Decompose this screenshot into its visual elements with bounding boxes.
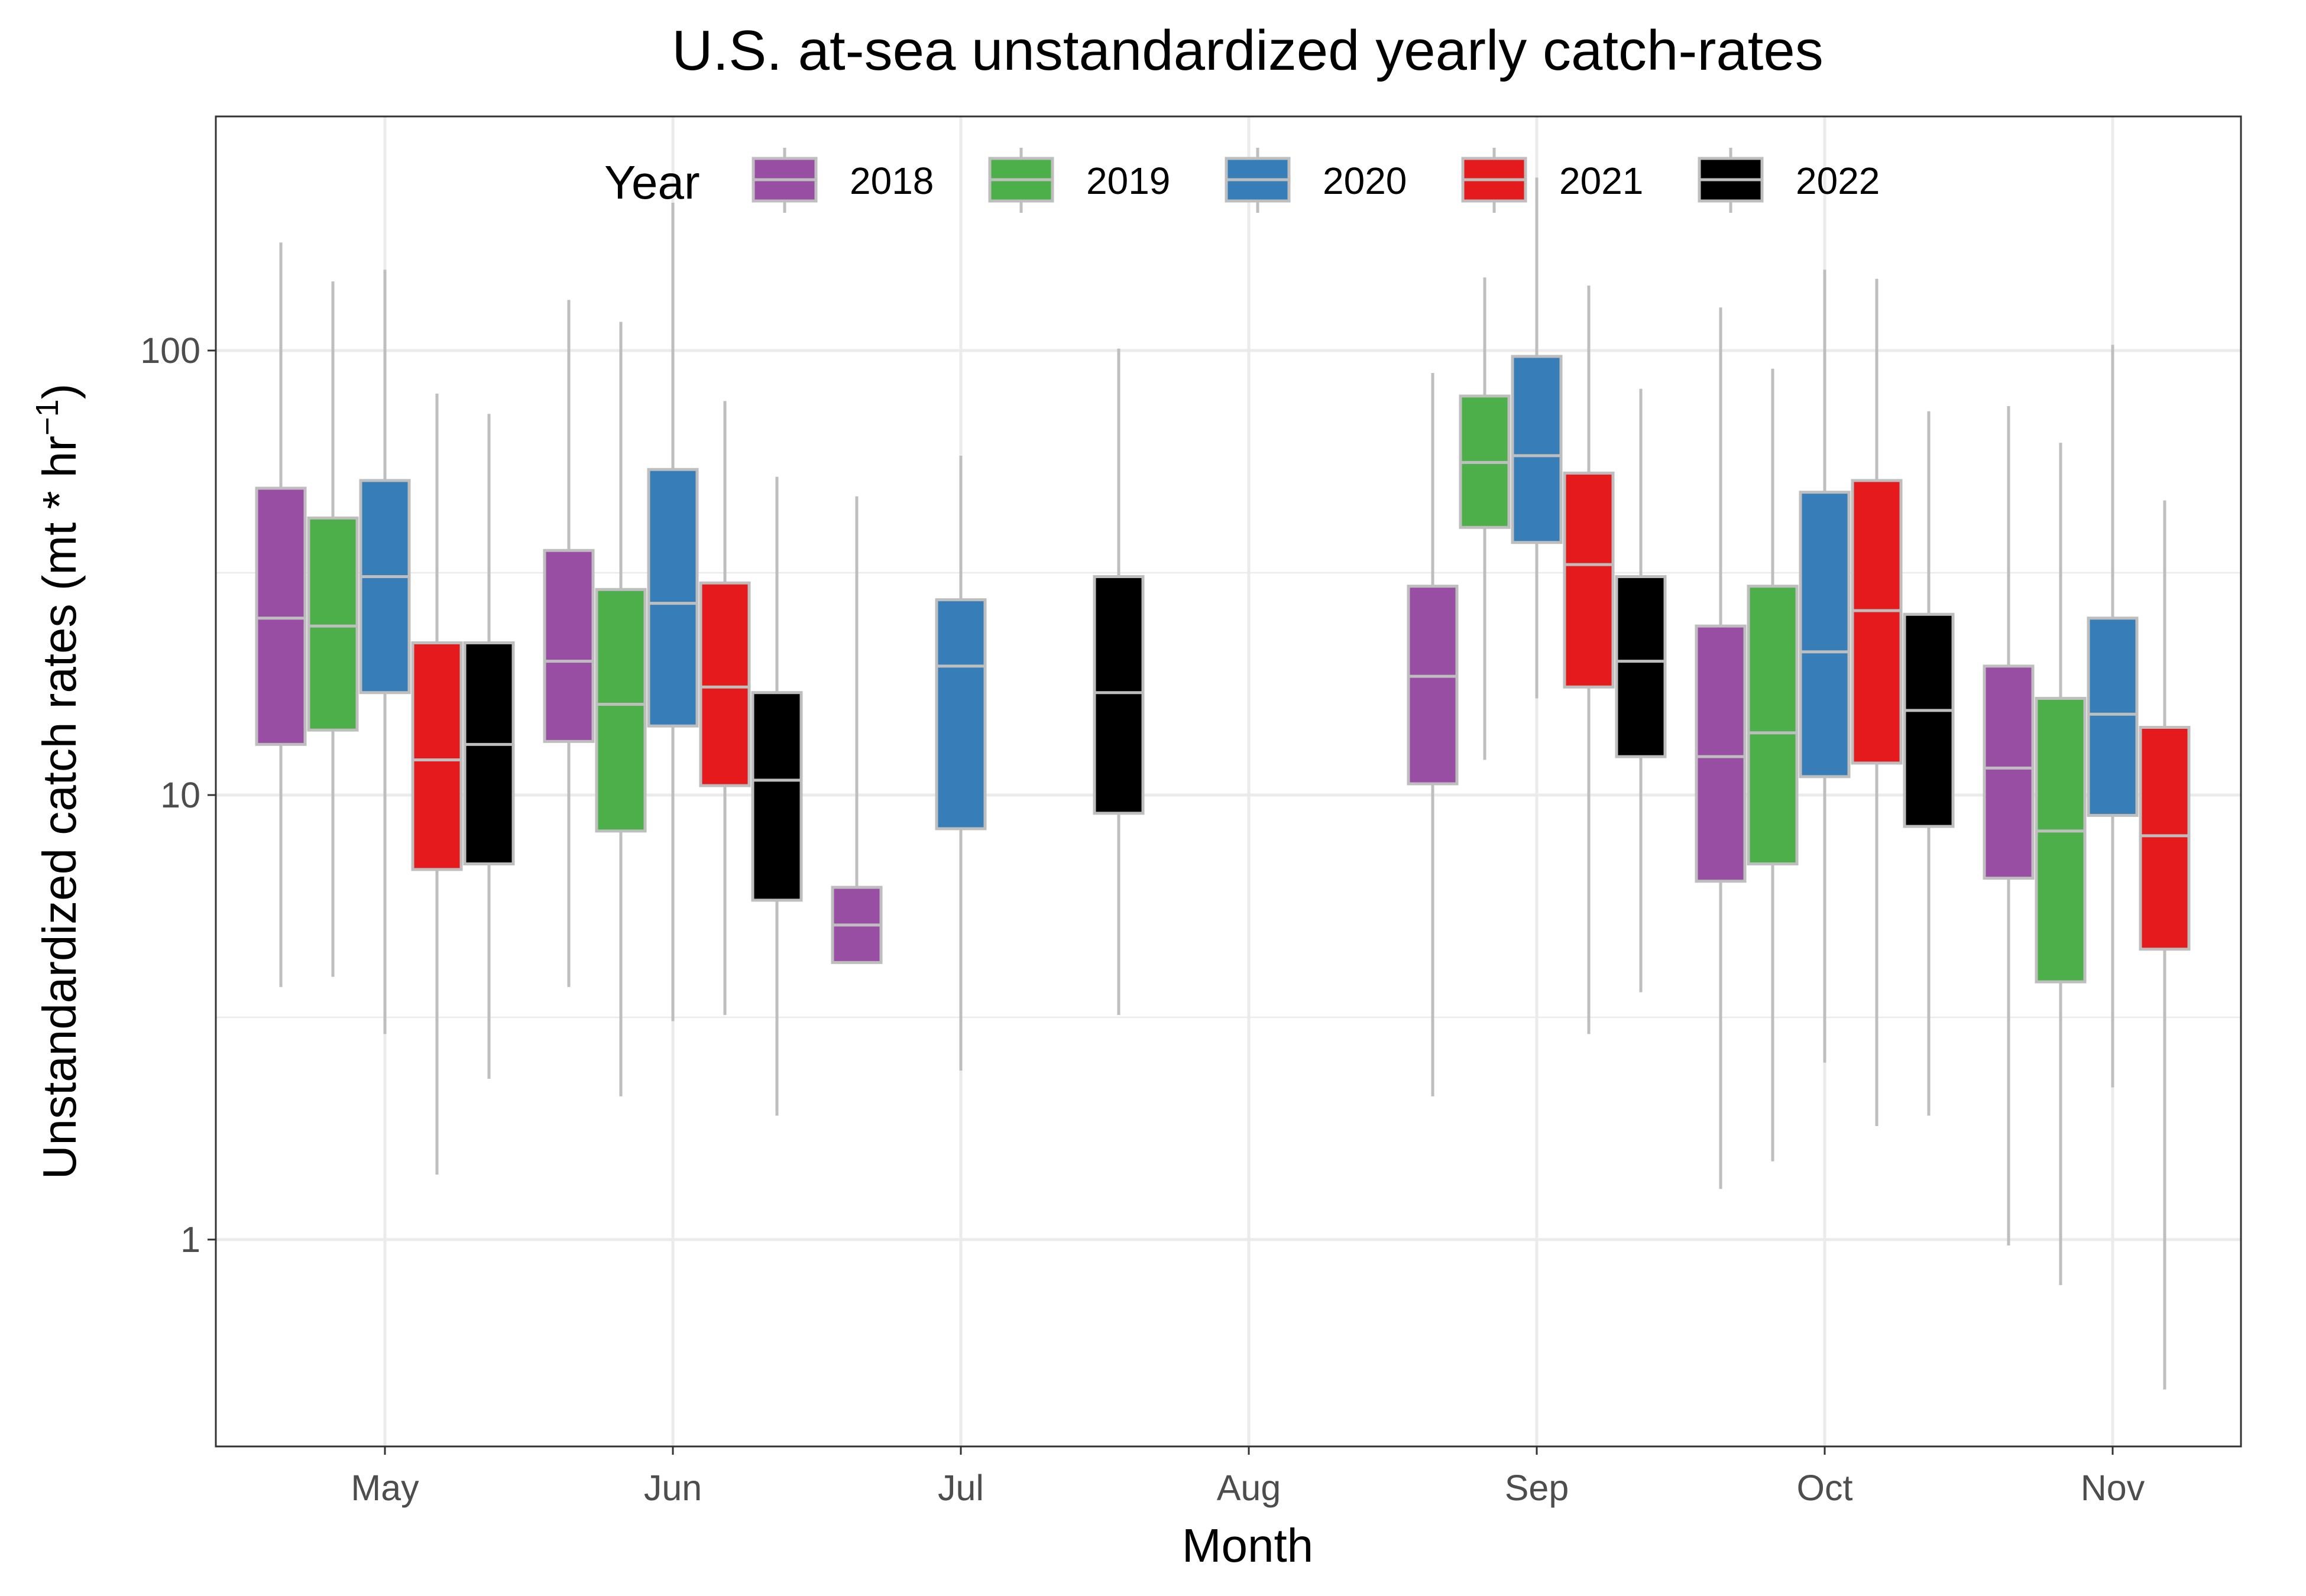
box-2020-jul	[935, 598, 987, 831]
x-axis-title: Month	[1182, 1519, 1313, 1572]
box-2019-nov	[2035, 696, 2087, 984]
y-axis: 1 10 100	[140, 330, 216, 1260]
box-2021-sep	[1563, 471, 1615, 689]
x-tick-label-nov: Nov	[2081, 1468, 2145, 1508]
x-tick-label-aug: Aug	[1217, 1468, 1281, 1508]
legend-title: Year	[604, 156, 700, 209]
box-2018-may	[255, 486, 307, 746]
y-axis-title-close: )	[33, 384, 86, 400]
box-2018-jun	[543, 549, 595, 743]
box-2018-nov	[1983, 664, 2035, 880]
box-2022-sep	[1615, 575, 1667, 758]
legend: Year 2018 2019 2020 2021 2022	[604, 148, 1880, 213]
box-2018-oct	[1695, 624, 1747, 883]
y-axis-title-group: Unstandardized catch rates (mt * hr−1)	[30, 384, 86, 1180]
x-tick-label-jun: Jun	[644, 1468, 702, 1508]
y-tick-label-100: 100	[140, 330, 200, 371]
legend-label-2022: 2022	[1796, 160, 1880, 202]
boxes	[255, 355, 2191, 984]
box-2022-aug	[1093, 575, 1145, 815]
y-axis-title-main: Unstandardized catch rates (mt * hr	[33, 436, 86, 1179]
legend-label-2018: 2018	[850, 160, 934, 202]
box-2021-may	[411, 641, 463, 871]
y-axis-title: Unstandardized catch rates (mt * hr−1)	[30, 384, 86, 1180]
box-2020-nov	[2087, 617, 2139, 817]
box-2020-oct	[1799, 491, 1851, 778]
plot-panel-border	[215, 115, 2242, 1448]
box-2020-jun	[647, 468, 699, 728]
x-tick-label-sep: Sep	[1505, 1468, 1569, 1508]
box-2019-may	[307, 516, 359, 732]
box-2021-jun	[699, 581, 751, 787]
y-tick-label-1: 1	[180, 1219, 200, 1260]
legend-label-2021: 2021	[1559, 160, 1643, 202]
chart-title: U.S. at-sea unstandardized yearly catch-…	[672, 19, 1824, 82]
y-tick-label-10: 10	[160, 775, 200, 815]
legend-label-2019: 2019	[1086, 160, 1170, 202]
box-2021-oct	[1851, 479, 1903, 765]
box-2018-sep	[1407, 585, 1459, 786]
x-axis: May Jun Jul Aug Sep Oct Nov	[351, 1446, 2145, 1508]
box-2022-oct	[1903, 612, 1955, 828]
x-tick-label-oct: Oct	[1797, 1468, 1853, 1508]
y-axis-title-superscript: −1	[30, 399, 65, 436]
box-2020-may	[359, 479, 411, 695]
box-2022-may	[463, 641, 515, 865]
x-tick-label-may: May	[351, 1468, 419, 1508]
box-2019-oct	[1747, 585, 1799, 865]
box-2021-nov	[2139, 725, 2191, 951]
x-tick-label-jul: Jul	[938, 1468, 984, 1508]
legend-label-2020: 2020	[1323, 160, 1407, 202]
box-2019-jun	[595, 588, 647, 833]
box-2022-jun	[751, 691, 803, 902]
box-2020-sep	[1511, 355, 1563, 544]
